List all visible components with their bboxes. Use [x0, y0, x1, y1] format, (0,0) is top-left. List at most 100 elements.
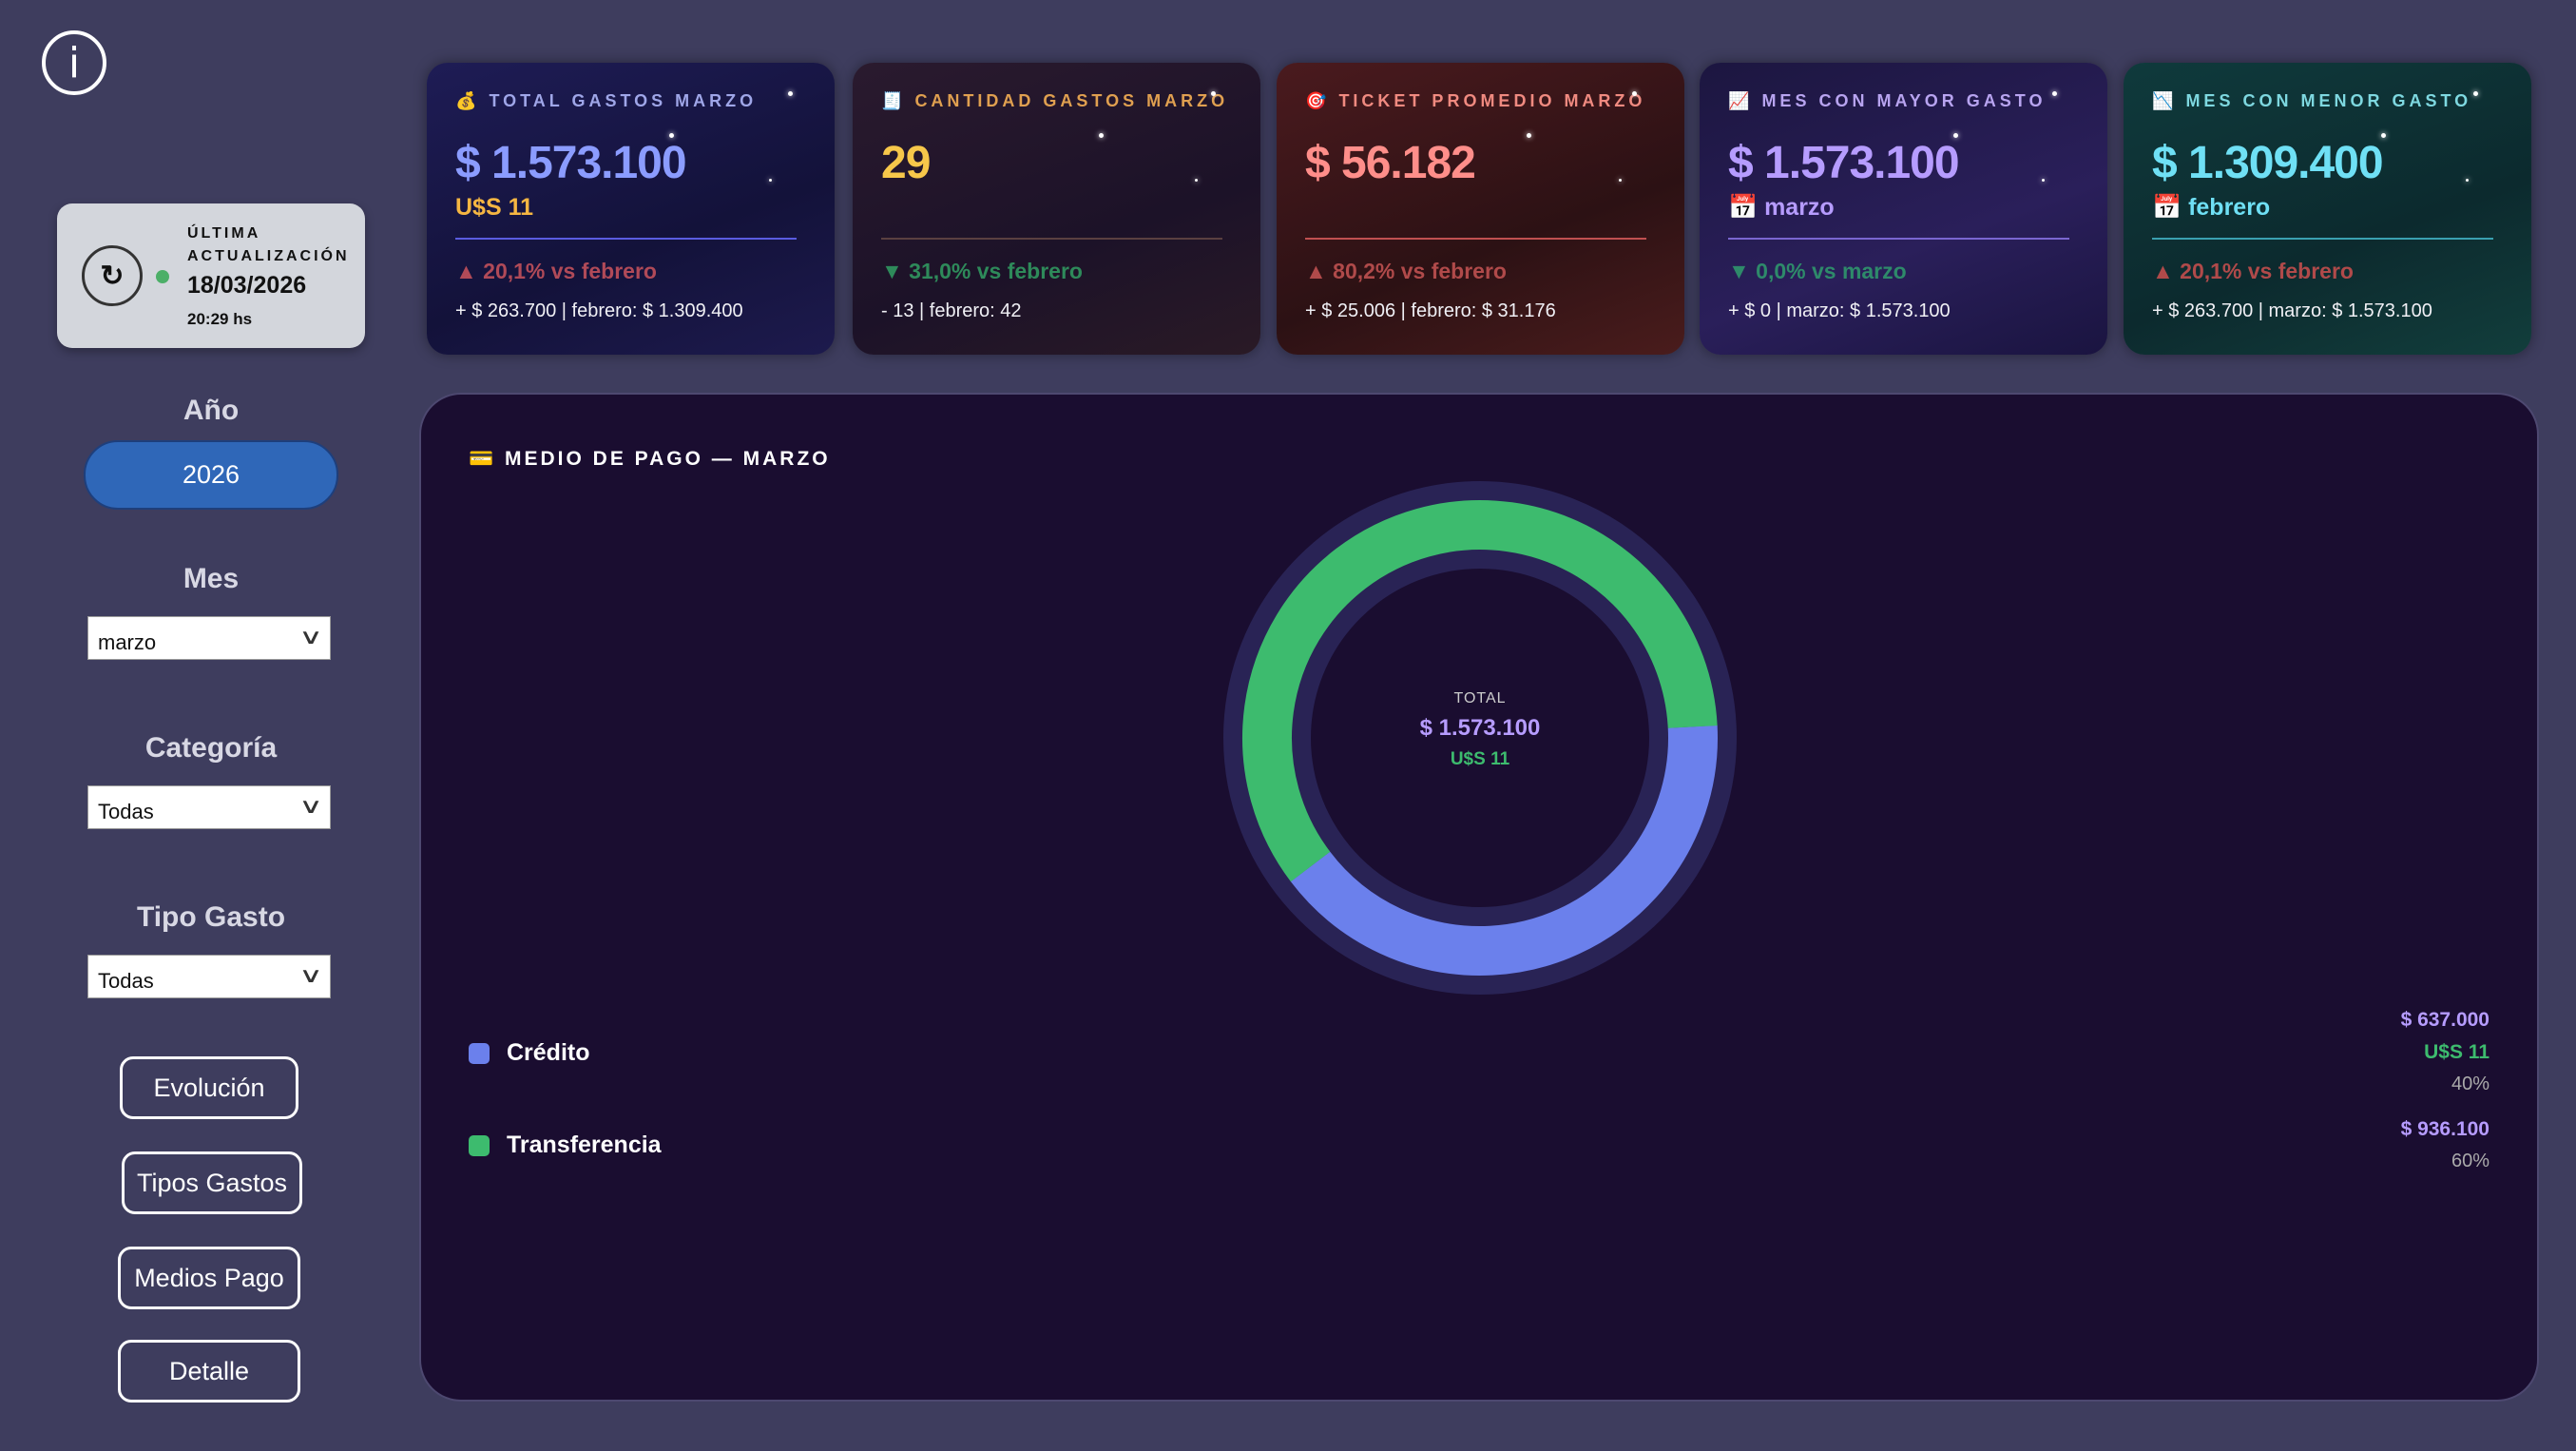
month-value: marzo: [98, 630, 157, 654]
star: [1527, 133, 1531, 138]
year-button[interactable]: 2026: [84, 440, 338, 510]
info-icon[interactable]: i: [42, 30, 106, 95]
credito-usd: U$S 11: [2424, 1041, 2489, 1063]
legend-label: Transferencia: [507, 1132, 662, 1158]
star: [1099, 133, 1104, 138]
status-dot: [156, 270, 169, 283]
kpi-title: 🎯 TICKET PROMEDIO MARZO: [1305, 91, 1645, 111]
kpi-card: 📈 MES CON MAYOR GASTO $ 1.573.100 📅 marz…: [1700, 63, 2107, 355]
donut-center-label: TOTAL: [1453, 690, 1507, 706]
kpi-card: 📉 MES CON MENOR GASTO $ 1.309.400 📅 febr…: [2124, 63, 2531, 355]
chevron-down-icon: ∨: [298, 625, 323, 648]
star: [788, 91, 793, 96]
star: [769, 179, 772, 182]
category-select[interactable]: Todas ∨: [87, 785, 331, 829]
kpi-value: $ 56.182: [1305, 138, 1476, 188]
kpi-card: 🧾 CANTIDAD GASTOS MARZO 29 ▼ 31,0% vs fe…: [853, 63, 1260, 355]
kpi-title-text: TOTAL GASTOS MARZO: [489, 91, 758, 110]
type-value: Todas: [98, 969, 154, 993]
legend-label: Crédito: [507, 1039, 590, 1066]
star: [669, 133, 674, 138]
kpi-title-text: TICKET PROMEDIO MARZO: [1338, 91, 1646, 110]
refresh-icon[interactable]: ↻: [82, 245, 143, 306]
category-value: Todas: [98, 800, 154, 823]
kpi-card: 💰 TOTAL GASTOS MARZO $ 1.573.100 U$S 11 …: [427, 63, 835, 355]
divider: [1728, 238, 2069, 240]
kpi-sub: 📅 febrero: [2152, 194, 2271, 221]
last-update-time: 20:29 hs: [187, 310, 253, 328]
panel-title-text: MEDIO DE PAGO — MARZO: [505, 448, 831, 470]
star: [2473, 91, 2478, 96]
chevron-down-icon: ∨: [298, 794, 323, 818]
kpi-card: 🎯 TICKET PROMEDIO MARZO $ 56.182 ▲ 80,2%…: [1277, 63, 1684, 355]
donut-center-usd: U$S 11: [1450, 749, 1510, 769]
star: [2052, 91, 2057, 96]
tipos-gastos-button[interactable]: Tipos Gastos: [122, 1151, 302, 1214]
kpi-icon: 📈: [1728, 91, 1754, 110]
kpi-delta: ▼ 0,0% vs marzo: [1728, 259, 1907, 283]
kpi-delta: ▼ 31,0% vs febrero: [881, 259, 1083, 283]
medios-pago-button[interactable]: Medios Pago: [118, 1247, 300, 1309]
star: [1619, 179, 1622, 182]
star: [2466, 179, 2469, 182]
divider: [1305, 238, 1646, 240]
kpi-title-text: MES CON MAYOR GASTO: [1761, 91, 2047, 110]
donut-chart: [1223, 481, 1737, 995]
divider: [2152, 238, 2493, 240]
payment-method-panel: 💳 MEDIO DE PAGO — MARZO TOTAL $ 1.573.10…: [419, 393, 2539, 1402]
kpi-title: 🧾 CANTIDAD GASTOS MARZO: [881, 91, 1228, 111]
donut-center-value: $ 1.573.100: [1419, 715, 1541, 741]
divider: [455, 238, 797, 240]
category-label: Categoría: [144, 732, 278, 764]
month-select[interactable]: marzo ∨: [87, 616, 331, 660]
last-update-label: ÚLTIMA ACTUALIZACIÓN: [187, 225, 350, 264]
chevron-down-icon: ∨: [298, 963, 323, 987]
kpi-footer: + $ 25.006 | febrero: $ 31.176: [1305, 300, 1556, 321]
legend-item-transferencia: Transferencia: [469, 1132, 662, 1159]
star: [1632, 91, 1637, 96]
kpi-footer: + $ 263.700 | marzo: $ 1.573.100: [2152, 300, 2432, 321]
kpi-delta: ▲ 20,1% vs febrero: [2152, 259, 2354, 283]
kpi-icon: 🧾: [881, 91, 907, 110]
panel-title: 💳 MEDIO DE PAGO — MARZO: [469, 448, 831, 471]
evolucion-button[interactable]: Evolución: [120, 1056, 298, 1119]
kpi-icon: 💰: [455, 91, 481, 110]
star: [2381, 133, 2386, 138]
kpi-title: 📉 MES CON MENOR GASTO: [2152, 91, 2471, 111]
type-label: Tipo Gasto: [136, 901, 286, 933]
star: [1195, 179, 1198, 182]
legend-item-credito: Crédito: [469, 1039, 590, 1067]
kpi-icon: 📉: [2152, 91, 2178, 110]
year-label: Año: [183, 395, 240, 426]
kpi-value: $ 1.573.100: [1728, 138, 1960, 188]
type-select[interactable]: Todas ∨: [87, 955, 331, 998]
kpi-delta: ▲ 20,1% vs febrero: [455, 259, 657, 283]
kpi-footer: - 13 | febrero: 42: [881, 300, 1022, 321]
credit-card-icon: 💳: [469, 448, 497, 470]
kpi-sub: U$S 11: [455, 194, 534, 221]
last-update-date: 18/03/2026: [187, 272, 307, 299]
kpi-delta: ▲ 80,2% vs febrero: [1305, 259, 1507, 283]
credito-value: $ 637.000: [2400, 1009, 2489, 1031]
legend-swatch: [469, 1134, 490, 1156]
kpi-title-text: CANTIDAD GASTOS MARZO: [914, 91, 1229, 110]
star: [1211, 91, 1216, 96]
kpi-value: $ 1.309.400: [2152, 138, 2384, 188]
kpi-value: $ 1.573.100: [455, 138, 687, 188]
credito-percent: 40%: [2451, 1074, 2489, 1094]
month-label: Mes: [183, 563, 240, 594]
last-update-card: ↻ ÚLTIMA ACTUALIZACIÓN 18/03/2026 20:29 …: [57, 203, 365, 348]
detalle-button[interactable]: Detalle: [118, 1340, 300, 1403]
divider: [881, 238, 1222, 240]
star: [1953, 133, 1958, 138]
kpi-title-text: MES CON MENOR GASTO: [2185, 91, 2472, 110]
kpi-icon: 🎯: [1305, 91, 1331, 110]
kpi-sub: 📅 marzo: [1728, 194, 1835, 221]
kpi-value: 29: [881, 138, 931, 188]
star: [2042, 179, 2045, 182]
kpi-footer: + $ 0 | marzo: $ 1.573.100: [1728, 300, 1951, 321]
kpi-title: 📈 MES CON MAYOR GASTO: [1728, 91, 2046, 111]
legend-swatch: [469, 1042, 490, 1064]
transferencia-percent: 60%: [2451, 1151, 2489, 1171]
transferencia-value: $ 936.100: [2400, 1118, 2489, 1140]
